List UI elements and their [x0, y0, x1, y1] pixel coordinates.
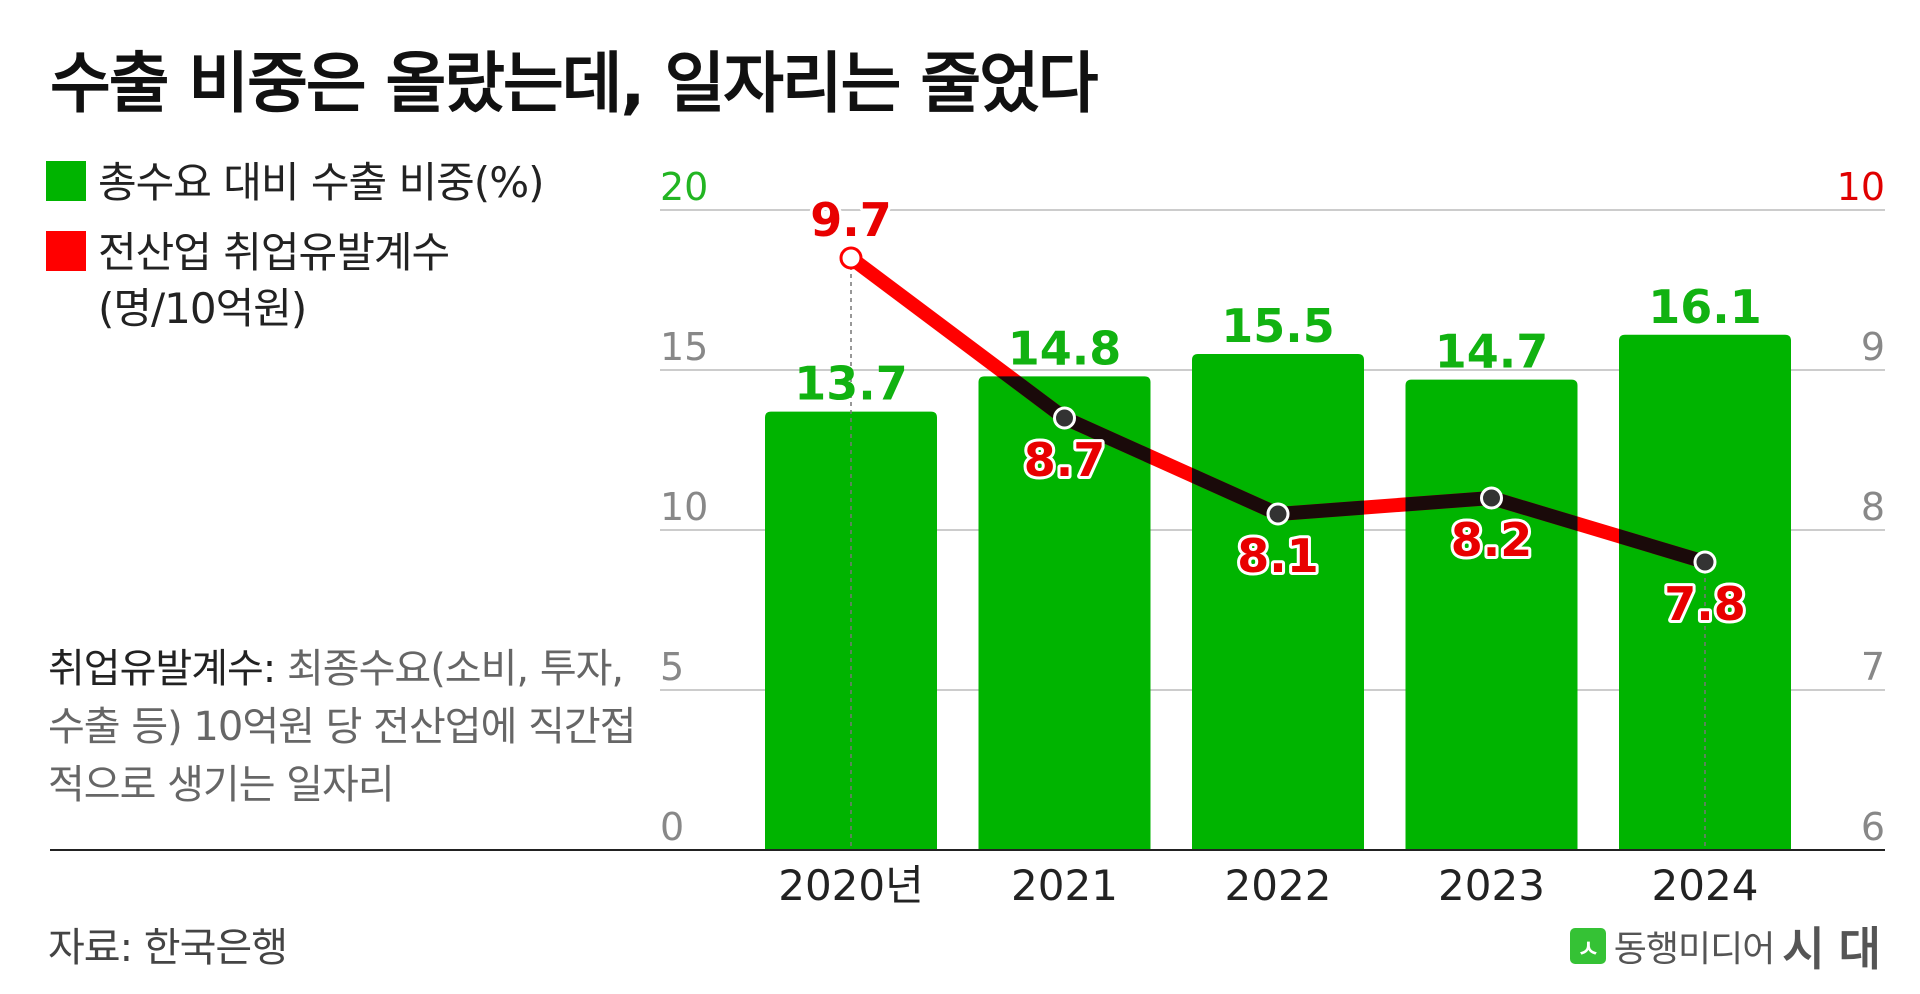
y-tick-right: 8 [1861, 485, 1885, 529]
x-tick-label: 2020년 [778, 861, 924, 910]
legend-text-line: 전산업 취업유발계수 (명/10억원) [98, 225, 450, 337]
footnote: 취업유발계수: 최종수요(소비, 투자, 수출 등) 10억원 당 전산업에 직… [48, 640, 668, 814]
footnote-label: 취업유발계수: [48, 646, 276, 692]
legend-swatch-line [46, 231, 86, 271]
legend: 총수요 대비 수출 비중(%) 전산업 취업유발계수 (명/10억원) [46, 155, 544, 351]
line-point [1053, 406, 1076, 430]
brand-name: 동행미디어 [1613, 929, 1776, 970]
line-value-label: 8.7 [1024, 433, 1106, 487]
source-credit: 자료: 한국은행 [48, 925, 288, 971]
bar [1192, 354, 1364, 850]
line-point [1266, 502, 1290, 526]
legend-unit-line: (명/10억원) [98, 284, 307, 333]
line-point [839, 246, 863, 270]
line-value-label: 8.1 [1237, 529, 1319, 583]
bar [1405, 379, 1578, 850]
chart-title: 수출 비중은 올랐는데, 일자리는 줄었다 [50, 45, 1099, 122]
bar [978, 376, 1151, 850]
x-tick-label: 2023 [1438, 861, 1545, 910]
bar-value-label: 15.5 [1221, 299, 1335, 353]
y-tick-right: 6 [1861, 805, 1885, 849]
x-tick-label: 2021 [1011, 861, 1118, 910]
brand-mark-icon: ㅅ [1569, 928, 1606, 964]
y-tick-left: 10 [660, 485, 708, 529]
bar-value-label: 16.1 [1648, 280, 1762, 334]
bar-value-label: 14.8 [1008, 321, 1122, 375]
brand-strong: 시 대 [1782, 922, 1881, 976]
bar-value-label: 14.7 [1435, 325, 1549, 379]
x-tick-label: 2022 [1225, 861, 1332, 910]
legend-label-bar: 총수요 대비 수출 비중(%) [98, 158, 544, 207]
bar [1619, 334, 1791, 850]
line-value-label: 7.8 [1664, 577, 1746, 631]
legend-item-line: 전산업 취업유발계수 (명/10억원) [46, 225, 544, 337]
y-tick-right: 9 [1861, 325, 1885, 369]
y-tick-right: 10 [1837, 165, 1885, 209]
brand-logo: ㅅ 동행미디어 시 대 [1569, 913, 1881, 979]
line-point [1693, 550, 1717, 574]
y-tick-right: 7 [1861, 645, 1885, 689]
line-point [1480, 486, 1503, 510]
bar-value-label: 13.7 [794, 357, 908, 411]
legend-swatch-bar [46, 161, 86, 201]
legend-label-line: 전산업 취업유발계수 [98, 228, 450, 277]
x-tick-label: 2024 [1652, 861, 1759, 910]
y-tick-left: 5 [660, 645, 684, 689]
bar [765, 411, 937, 850]
y-tick-left: 0 [660, 805, 684, 849]
legend-item-bar: 총수요 대비 수출 비중(%) [46, 155, 544, 211]
y-tick-left: 20 [660, 165, 708, 209]
line-value-label: 9.7 [810, 193, 892, 247]
footnote-text: 최종수요(소비, 투자, 수출 등) 10억원 당 전산업에 직간접적으로 생기… [48, 646, 636, 808]
y-tick-left: 15 [660, 325, 708, 369]
line-value-label: 8.2 [1451, 513, 1533, 567]
